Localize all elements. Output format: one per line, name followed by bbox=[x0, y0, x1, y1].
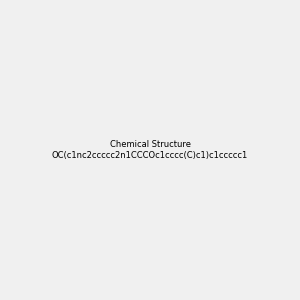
Text: Chemical Structure
OC(c1nc2ccccc2n1CCCOc1cccc(C)c1)c1ccccc1: Chemical Structure OC(c1nc2ccccc2n1CCCOc… bbox=[52, 140, 248, 160]
